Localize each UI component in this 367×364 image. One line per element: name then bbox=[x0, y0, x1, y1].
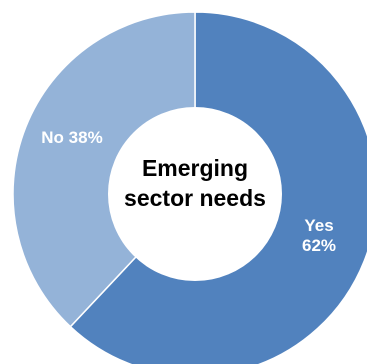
donut-hole bbox=[108, 107, 282, 281]
center-title-line-2: sector needs bbox=[124, 185, 266, 211]
slice-label-no-1: No 38% bbox=[41, 128, 102, 147]
slice-label-yes-1: Yes bbox=[304, 216, 333, 235]
slice-label-yes-2: 62% bbox=[302, 236, 336, 255]
slice-no bbox=[12, 11, 196, 328]
center-title-line-1: Emerging bbox=[142, 155, 248, 181]
